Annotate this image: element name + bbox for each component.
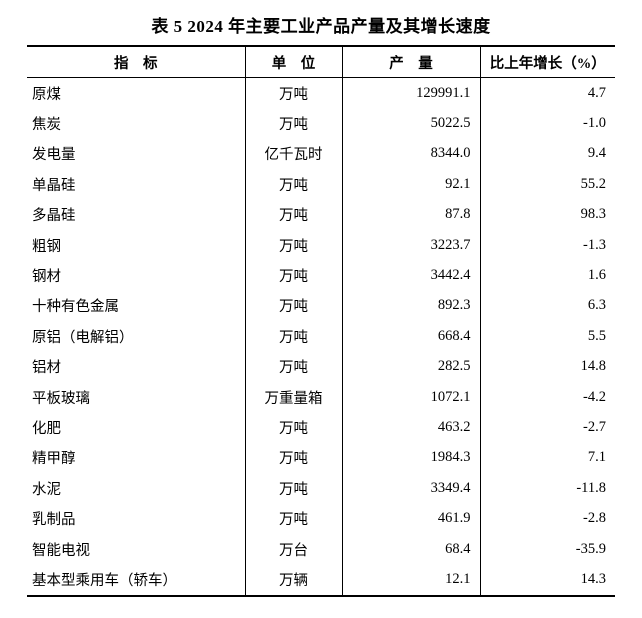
table-row: 十种有色金属 万吨 892.3 6.3 [27,290,615,322]
output-cell: 463.2 [341,412,480,443]
table-row: 平板玻璃 万重量箱 1072.1 -4.2 [27,381,615,413]
table-row: 智能电视 万台 68.4 -35.9 [27,533,615,565]
indicator-cell: 乳制品 [32,512,76,529]
growth-cell: -2.7 [479,412,615,443]
output-cell: 8344.0 [341,138,480,170]
output-cell: 12.1 [341,564,480,596]
growth-cell: 5.5 [479,321,615,352]
output-cell: 461.9 [341,503,480,534]
indicator-cell: 智能电视 [32,542,90,559]
header-growth: 比上年增长（%） [479,46,615,78]
table-row: 乳制品 万吨 461.9 -2.8 [27,503,615,534]
unit-cell: 万重量箱 [244,381,342,413]
unit-cell: 万吨 [244,351,342,382]
header-indicator: 指 标 [27,46,245,78]
unit-cell: 万吨 [244,290,342,322]
output-cell: 3223.7 [341,229,480,261]
indicator-cell: 化肥 [32,420,61,437]
unit-cell: 万吨 [244,503,342,534]
output-cell: 1072.1 [341,381,480,413]
unit-cell: 万吨 [244,229,342,261]
table-row: 基本型乘用车（轿车） 万辆 12.1 14.3 [27,564,615,596]
table-row: 粗钢 万吨 3223.7 -1.3 [27,229,615,261]
growth-cell: -35.9 [479,533,615,565]
growth-cell: 14.3 [479,564,615,596]
output-cell: 1984.3 [341,442,480,474]
growth-cell: 7.1 [479,442,615,474]
output-cell: 87.8 [341,199,480,230]
table-row: 铝材 万吨 282.5 14.8 [27,351,615,382]
indicator-cell: 十种有色金属 [32,299,119,316]
output-cell: 892.3 [341,290,480,322]
output-cell: 129991.1 [341,77,480,109]
indicator-cell: 原铝（电解铝） [32,329,134,346]
unit-cell: 万吨 [244,199,342,230]
table-row: 发电量 亿千瓦时 8344.0 9.4 [27,138,615,170]
indicator-cell: 平板玻璃 [32,390,90,407]
unit-cell: 万吨 [244,108,342,139]
growth-cell: -1.0 [479,108,615,139]
table-row: 多晶硅 万吨 87.8 98.3 [27,199,615,230]
growth-cell: 1.6 [479,260,615,291]
indicator-cell: 粗钢 [32,238,61,255]
growth-cell: 6.3 [479,290,615,322]
header-unit: 单 位 [244,46,342,78]
table-row: 原铝（电解铝） 万吨 668.4 5.5 [27,321,615,352]
indicator-cell: 单晶硅 [32,177,76,194]
indicator-cell: 精甲醇 [32,451,76,468]
growth-cell: 9.4 [479,138,615,170]
unit-cell: 万吨 [244,412,342,443]
growth-cell: -2.8 [479,503,615,534]
unit-cell: 万吨 [244,169,342,200]
output-cell: 3349.4 [341,473,480,504]
growth-cell: 14.8 [479,351,615,382]
table-row: 精甲醇 万吨 1984.3 7.1 [27,442,615,474]
header-row: 指 标 单 位 产 量 比上年增长（%） [27,46,615,78]
header-output: 产 量 [341,46,480,78]
growth-cell: 98.3 [479,199,615,230]
table-row: 化肥 万吨 463.2 -2.7 [27,412,615,443]
unit-cell: 万吨 [244,77,342,109]
indicator-cell: 基本型乘用车（轿车） [32,572,177,589]
table-title: 表 5 2024 年主要工业产品产量及其增长速度 [151,17,491,36]
output-cell: 282.5 [341,351,480,382]
output-cell: 3442.4 [341,260,480,291]
table-row: 原煤 万吨 129991.1 4.7 [27,77,615,109]
table-row: 钢材 万吨 3442.4 1.6 [27,260,615,291]
industrial-output-table: 指 标 单 位 产 量 比上年增长（%） 原煤 万吨 129991.1 4.7 … [27,45,615,597]
table-row: 水泥 万吨 3349.4 -11.8 [27,473,615,504]
output-cell: 5022.5 [341,108,480,139]
indicator-cell: 多晶硅 [32,208,76,225]
indicator-cell: 焦炭 [32,117,61,134]
table-row: 单晶硅 万吨 92.1 55.2 [27,169,615,200]
output-cell: 92.1 [341,169,480,200]
unit-cell: 万吨 [244,321,342,352]
unit-cell: 万台 [244,533,342,565]
indicator-cell: 发电量 [32,147,76,164]
unit-cell: 万吨 [244,442,342,474]
indicator-cell: 原煤 [32,86,61,103]
growth-cell: -1.3 [479,229,615,261]
unit-cell: 万辆 [244,564,342,596]
table-row: 焦炭 万吨 5022.5 -1.0 [27,108,615,139]
growth-cell: 55.2 [479,169,615,200]
growth-cell: -4.2 [479,381,615,413]
indicator-cell: 水泥 [32,481,61,498]
output-cell: 668.4 [341,321,480,352]
growth-cell: 4.7 [479,77,615,109]
unit-cell: 万吨 [244,473,342,504]
unit-cell: 万吨 [244,260,342,291]
indicator-cell: 铝材 [32,360,61,377]
growth-cell: -11.8 [479,473,615,504]
output-cell: 68.4 [341,533,480,565]
indicator-cell: 钢材 [32,269,61,286]
unit-cell: 亿千瓦时 [244,138,342,170]
